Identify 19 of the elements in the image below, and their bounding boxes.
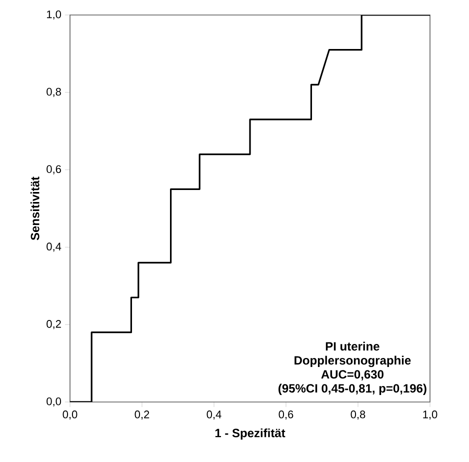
y-tick-label: 0,4 [46,242,62,252]
annotation: (95%CI 0,45-0,81, p=0,196) [278,384,426,395]
annotation: PI uterine [326,342,380,351]
y-tick-label: 1,0 [47,10,62,20]
y-tick-label: 0,6 [46,165,61,174]
y-axis-title: Sensitivität [30,176,40,240]
annotation: AUC=0,630 [321,370,384,380]
x-tick-label: 0,2 [134,410,150,420]
x-tick-label: 1,0 [423,410,438,420]
y-tick-label: 0,0 [46,397,62,407]
x-tick-label: 0,8 [350,410,366,420]
x-axis-title: 1 - Spezifität [215,428,286,440]
y-tick-label: 0,8 [46,88,61,97]
x-tick-label: 0,0 [62,410,78,420]
annotation: Dopplersonographie [294,356,411,368]
y-tick-label: 0,2 [46,320,61,330]
x-tick-label: 0,4 [206,410,222,420]
x-tick-label: 0,6 [278,410,294,420]
line-series [70,14,430,402]
